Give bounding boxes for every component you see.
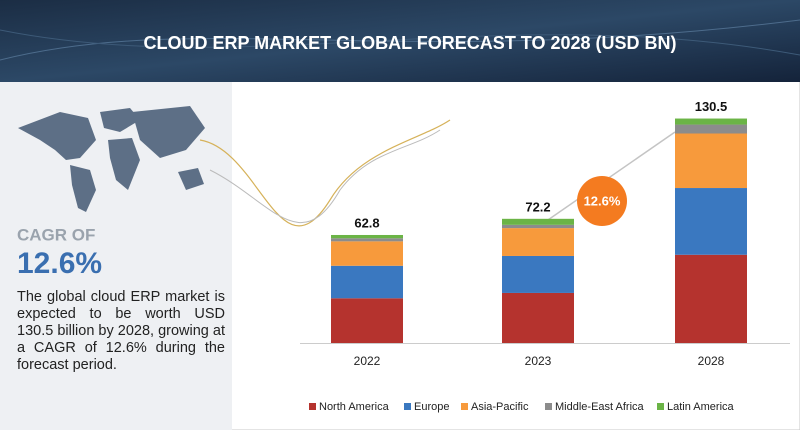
world-map [18, 106, 205, 212]
decor-curve [209, 129, 441, 224]
cagr-label: CAGR OF [17, 225, 95, 244]
cagr-bubble-label: 12.6% [584, 193, 621, 208]
total-label: 72.2 [525, 199, 550, 214]
chart-title: CLOUD ERP MARKET GLOBAL FORECAST TO 2028… [143, 33, 676, 53]
bar-segment [502, 255, 574, 293]
bar-segment [675, 254, 747, 343]
x-tick-label: 2022 [354, 354, 381, 368]
bar-segment [331, 241, 403, 266]
legend-swatch [309, 403, 316, 410]
legend-label: Latin America [667, 401, 735, 413]
header-decor [0, 19, 800, 61]
bar-segment [331, 238, 403, 242]
growth-arrow [544, 131, 676, 223]
bar-segment [675, 188, 747, 255]
legend-swatch [461, 403, 468, 410]
legend-label: North America [319, 401, 390, 413]
cagr-bubble [577, 176, 627, 226]
header-decor [0, 29, 800, 56]
cagr-value: 12.6% [17, 247, 102, 280]
x-tick-label: 2028 [698, 354, 725, 368]
bar-segment [675, 133, 747, 189]
description: The global cloud ERP market is expected … [17, 289, 225, 373]
legend-swatch [657, 403, 664, 410]
bar-segment [331, 265, 403, 299]
bar-segment [502, 228, 574, 256]
bar-segment [502, 292, 574, 343]
legend-swatch [404, 403, 411, 410]
legend-swatch [545, 403, 552, 410]
bar-segment [331, 234, 403, 239]
total-label: 130.5 [695, 99, 728, 114]
bar-segment [675, 118, 747, 125]
legend-label: Middle-East Africa [555, 401, 645, 413]
legend-label: Asia-Pacific [471, 401, 529, 413]
decor-curve [199, 119, 451, 227]
bar-segment [675, 124, 747, 134]
total-label: 62.8 [354, 215, 379, 230]
bar-segment [502, 224, 574, 229]
x-tick-label: 2023 [525, 354, 552, 368]
bar-segment [502, 218, 574, 225]
legend-label: Europe [414, 401, 449, 413]
bar-segment [331, 298, 403, 343]
